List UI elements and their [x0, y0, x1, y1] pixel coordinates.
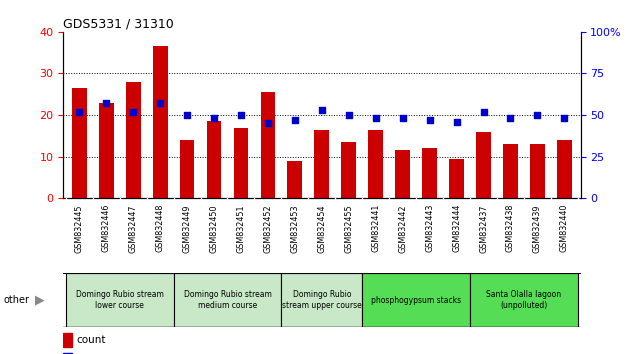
- Bar: [206, 121, 221, 198]
- Bar: [72, 88, 86, 198]
- Point: [317, 107, 327, 113]
- Text: GSM832451: GSM832451: [237, 204, 245, 252]
- Text: GDS5331 / 31310: GDS5331 / 31310: [63, 18, 174, 31]
- Bar: [449, 159, 464, 198]
- Point: [290, 117, 300, 123]
- Point: [101, 101, 111, 106]
- Text: ▶: ▶: [35, 293, 44, 307]
- Text: GSM832443: GSM832443: [425, 204, 434, 252]
- Text: GSM832440: GSM832440: [560, 204, 569, 252]
- Text: Domingo Rubio stream
medium course: Domingo Rubio stream medium course: [184, 290, 271, 310]
- Point: [263, 120, 273, 126]
- Bar: [180, 140, 194, 198]
- Bar: [66, 273, 174, 327]
- Text: GSM832450: GSM832450: [209, 204, 218, 252]
- Point: [505, 115, 516, 121]
- Point: [370, 115, 380, 121]
- Bar: [476, 132, 491, 198]
- Point: [128, 109, 138, 115]
- Text: GSM832445: GSM832445: [74, 204, 84, 252]
- Text: GSM832442: GSM832442: [398, 204, 407, 252]
- Bar: [126, 82, 141, 198]
- Bar: [63, 353, 73, 354]
- Text: GSM832441: GSM832441: [371, 204, 380, 252]
- Text: GSM832447: GSM832447: [129, 204, 138, 252]
- Bar: [503, 144, 518, 198]
- Point: [398, 115, 408, 121]
- Bar: [422, 148, 437, 198]
- Bar: [395, 150, 410, 198]
- Point: [452, 119, 462, 125]
- Text: count: count: [76, 335, 105, 345]
- Bar: [530, 144, 545, 198]
- Point: [533, 112, 543, 118]
- Bar: [314, 130, 329, 198]
- Bar: [174, 273, 281, 327]
- Bar: [362, 273, 470, 327]
- Text: other: other: [3, 295, 29, 305]
- Text: GSM832437: GSM832437: [479, 204, 488, 252]
- Bar: [470, 273, 578, 327]
- Text: GSM832452: GSM832452: [263, 204, 273, 253]
- Bar: [261, 92, 275, 198]
- Bar: [288, 161, 302, 198]
- Text: Domingo Rubio
stream upper course: Domingo Rubio stream upper course: [282, 290, 362, 310]
- Bar: [63, 333, 73, 347]
- Text: GSM832446: GSM832446: [102, 204, 110, 252]
- Text: GSM832449: GSM832449: [182, 204, 192, 252]
- Text: GSM832453: GSM832453: [290, 204, 299, 252]
- Point: [155, 101, 165, 106]
- Point: [344, 112, 354, 118]
- Bar: [341, 142, 356, 198]
- Point: [478, 109, 488, 115]
- Point: [209, 115, 219, 121]
- Bar: [153, 46, 167, 198]
- Point: [236, 112, 246, 118]
- Text: GSM832439: GSM832439: [533, 204, 542, 252]
- Point: [74, 109, 85, 115]
- Text: Domingo Rubio stream
lower course: Domingo Rubio stream lower course: [76, 290, 163, 310]
- Text: GSM832438: GSM832438: [506, 204, 515, 252]
- Text: GSM832454: GSM832454: [317, 204, 326, 252]
- Bar: [233, 127, 249, 198]
- Bar: [557, 140, 572, 198]
- Bar: [369, 130, 383, 198]
- Point: [559, 115, 569, 121]
- Point: [425, 117, 435, 123]
- Text: GSM832444: GSM832444: [452, 204, 461, 252]
- Text: GSM832455: GSM832455: [345, 204, 353, 253]
- Text: Santa Olalla lagoon
(unpolluted): Santa Olalla lagoon (unpolluted): [487, 290, 562, 310]
- Text: phosphogypsum stacks: phosphogypsum stacks: [371, 296, 461, 304]
- Bar: [99, 103, 114, 198]
- Point: [182, 112, 192, 118]
- Bar: [281, 273, 362, 327]
- Text: GSM832448: GSM832448: [156, 204, 165, 252]
